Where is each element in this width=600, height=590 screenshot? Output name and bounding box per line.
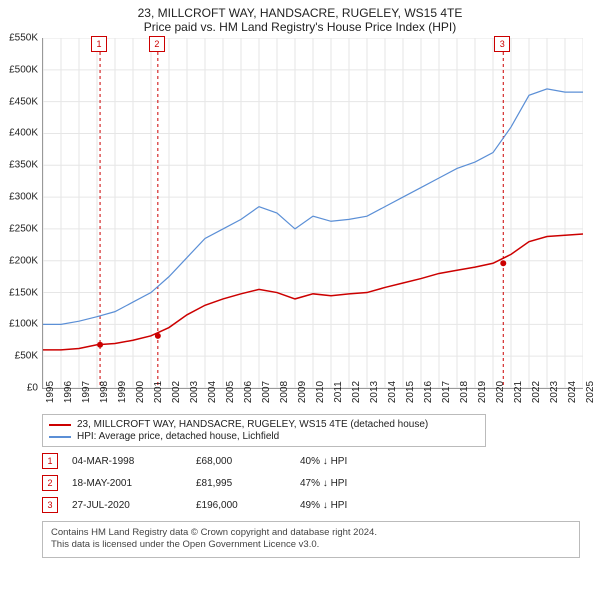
x-tick-label: 2015 [405, 381, 416, 403]
event-number-box: 2 [42, 475, 58, 491]
y-tick-label: £350K [9, 160, 38, 171]
x-tick-label: 2017 [441, 381, 452, 403]
x-tick-label: 1999 [117, 381, 128, 403]
y-tick-label: £550K [9, 33, 38, 44]
x-tick-label: 1997 [81, 381, 92, 403]
x-tick-label: 1996 [63, 381, 74, 403]
event-delta: 49% ↓ HPI [300, 500, 347, 511]
event-date: 18-MAY-2001 [72, 478, 182, 489]
x-tick-label: 2019 [477, 381, 488, 403]
y-tick-label: £500K [9, 64, 38, 75]
event-row: 1 04-MAR-1998 £68,000 40% ↓ HPI [42, 453, 588, 469]
footer-attribution: Contains HM Land Registry data © Crown c… [42, 521, 580, 558]
x-tick-label: 2024 [567, 381, 578, 403]
event-delta: 40% ↓ HPI [300, 456, 347, 467]
x-tick-label: 2025 [585, 381, 596, 403]
event-marker-2: 2 [149, 36, 165, 52]
y-tick-label: £150K [9, 287, 38, 298]
event-row: 2 18-MAY-2001 £81,995 47% ↓ HPI [42, 475, 588, 491]
x-tick-label: 2004 [207, 381, 218, 403]
x-tick-label: 2007 [261, 381, 272, 403]
x-tick-label: 2005 [225, 381, 236, 403]
y-tick-label: £200K [9, 255, 38, 266]
line-chart [42, 38, 583, 389]
x-tick-label: 1995 [45, 381, 56, 403]
chart-container: £0£50K£100K£150K£200K£250K£300K£350K£400… [42, 38, 600, 408]
event-delta: 47% ↓ HPI [300, 478, 347, 489]
footer-line2: This data is licensed under the Open Gov… [51, 539, 571, 551]
event-price: £68,000 [196, 456, 286, 467]
x-tick-label: 2003 [189, 381, 200, 403]
x-tick-label: 2006 [243, 381, 254, 403]
x-tick-label: 2011 [333, 381, 344, 403]
event-price: £81,995 [196, 478, 286, 489]
x-tick-label: 2010 [315, 381, 326, 403]
y-tick-label: £300K [9, 192, 38, 203]
y-tick-label: £400K [9, 128, 38, 139]
x-tick-label: 2002 [171, 381, 182, 403]
y-tick-label: £100K [9, 319, 38, 330]
event-number-box: 1 [42, 453, 58, 469]
event-marker-3: 3 [494, 36, 510, 52]
chart-subtitle: Price paid vs. HM Land Registry's House … [6, 20, 594, 34]
x-tick-label: 2009 [297, 381, 308, 403]
x-tick-label: 2018 [459, 381, 470, 403]
x-tick-label: 2008 [279, 381, 290, 403]
x-tick-label: 2021 [513, 381, 524, 403]
y-tick-label: £250K [9, 223, 38, 234]
footer-line1: Contains HM Land Registry data © Crown c… [51, 527, 571, 539]
x-tick-label: 2016 [423, 381, 434, 403]
x-tick-label: 2022 [531, 381, 542, 403]
event-marker-1: 1 [91, 36, 107, 52]
legend-item: HPI: Average price, detached house, Lich… [49, 431, 479, 442]
y-tick-label: £50K [15, 351, 38, 362]
event-number-box: 3 [42, 497, 58, 513]
legend-box: 23, MILLCROFT WAY, HANDSACRE, RUGELEY, W… [42, 414, 486, 447]
x-tick-label: 2000 [135, 381, 146, 403]
legend-swatch [49, 424, 71, 426]
x-tick-label: 2014 [387, 381, 398, 403]
events-table: 1 04-MAR-1998 £68,000 40% ↓ HPI 2 18-MAY-2001… [42, 453, 588, 513]
legend-label: 23, MILLCROFT WAY, HANDSACRE, RUGELEY, W… [77, 419, 428, 430]
x-tick-label: 2013 [369, 381, 380, 403]
event-price: £196,000 [196, 500, 286, 511]
y-axis-labels: £0£50K£100K£150K£200K£250K£300K£350K£400… [4, 38, 40, 388]
event-row: 3 27-JUL-2020 £196,000 49% ↓ HPI [42, 497, 588, 513]
x-tick-label: 2012 [351, 381, 362, 403]
legend-item: 23, MILLCROFT WAY, HANDSACRE, RUGELEY, W… [49, 419, 479, 430]
chart-title-address: 23, MILLCROFT WAY, HANDSACRE, RUGELEY, W… [6, 6, 594, 20]
legend-label: HPI: Average price, detached house, Lich… [77, 431, 279, 442]
x-tick-label: 2023 [549, 381, 560, 403]
x-tick-label: 2020 [495, 381, 506, 403]
y-tick-label: £450K [9, 96, 38, 107]
x-tick-label: 2001 [153, 381, 164, 403]
event-date: 04-MAR-1998 [72, 456, 182, 467]
legend-swatch [49, 436, 71, 438]
y-tick-label: £0 [27, 383, 38, 394]
x-tick-label: 1998 [99, 381, 110, 403]
event-date: 27-JUL-2020 [72, 500, 182, 511]
